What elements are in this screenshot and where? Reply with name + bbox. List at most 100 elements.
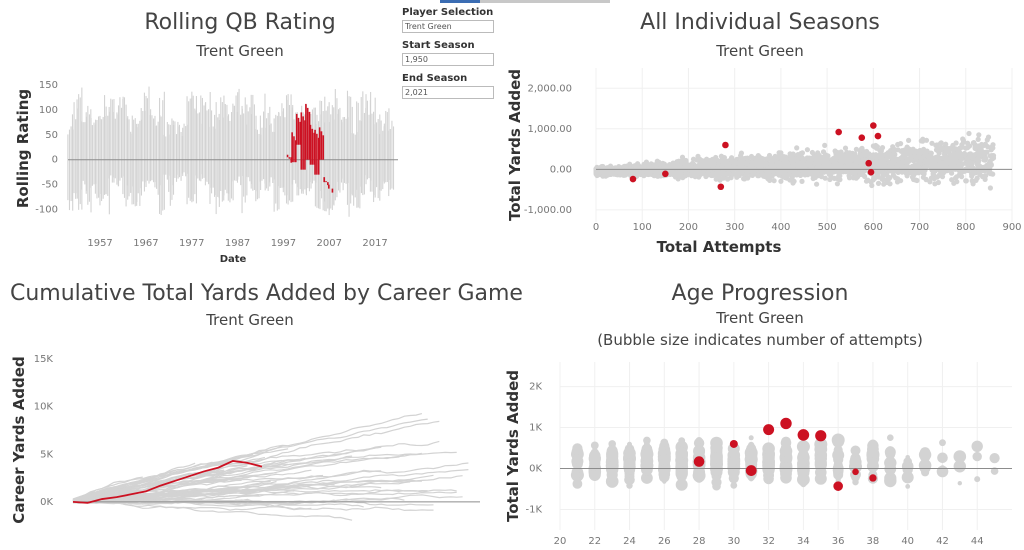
age-bubble bbox=[834, 462, 842, 469]
end-season-input[interactable]: 2,021 bbox=[402, 86, 494, 99]
age-bubble bbox=[782, 455, 790, 463]
trent-green-age-bubble bbox=[797, 429, 810, 441]
chart1-title: Rolling QB Rating bbox=[144, 10, 336, 35]
age-bubble bbox=[591, 451, 599, 459]
y-tick-label: 50 bbox=[45, 130, 58, 141]
age-bubble bbox=[609, 471, 615, 477]
age-bubble bbox=[711, 442, 722, 453]
age-bubble bbox=[887, 434, 894, 442]
age-bubble bbox=[835, 468, 841, 475]
age-bubble bbox=[832, 435, 845, 448]
age-bubble bbox=[659, 464, 670, 475]
age-bubble bbox=[730, 463, 738, 471]
filter-panel: Player Selection Trent Green Start Seaso… bbox=[402, 0, 494, 99]
x-tick-label: 2017 bbox=[362, 238, 387, 249]
top-scrollbar-thumb[interactable] bbox=[440, 0, 480, 3]
x-tick-label: 32 bbox=[762, 536, 775, 547]
age-bubble bbox=[675, 478, 688, 491]
season-point bbox=[842, 145, 849, 151]
x-tick-label: 42 bbox=[936, 536, 949, 547]
y-axis-label: Total Yards Added bbox=[504, 370, 522, 522]
trent-green-age-bubble bbox=[745, 465, 757, 476]
player-selection-label: Player Selection bbox=[402, 7, 494, 18]
start-season-input[interactable]: 1,950 bbox=[402, 53, 494, 66]
age-bubble bbox=[608, 447, 616, 455]
age-bubble bbox=[920, 452, 931, 463]
age-bubble bbox=[644, 477, 650, 482]
x-tick-label: 30 bbox=[727, 536, 740, 547]
age-bubble bbox=[748, 435, 754, 441]
age-bubble bbox=[575, 463, 580, 469]
season-point bbox=[799, 150, 806, 156]
season-point bbox=[976, 132, 982, 138]
season-point bbox=[738, 153, 744, 159]
y-axis-label: Rolling Rating bbox=[14, 89, 32, 208]
age-bubble bbox=[679, 441, 685, 447]
age-bubble bbox=[695, 437, 703, 444]
y-tick-label: -100 bbox=[35, 205, 58, 216]
age-bubble bbox=[678, 466, 685, 473]
x-tick-label: 38 bbox=[867, 536, 880, 547]
age-bubble bbox=[589, 470, 601, 481]
x-axis-label: Date bbox=[220, 254, 247, 265]
x-tick-label: 22 bbox=[588, 536, 601, 547]
player-selection-input[interactable]: Trent Green bbox=[402, 20, 494, 33]
x-tick-label: 1967 bbox=[133, 238, 158, 249]
age-bubble bbox=[677, 449, 686, 458]
age-bubble bbox=[748, 444, 754, 450]
trent-green-age-bubble bbox=[833, 481, 843, 491]
age-bubble bbox=[710, 463, 723, 476]
y-tick-label: 2K bbox=[529, 382, 542, 393]
trent-green-age-bubble bbox=[763, 424, 775, 436]
x-tick-label: 34 bbox=[797, 536, 810, 547]
trent-green-age-bubble bbox=[869, 474, 877, 482]
age-bubble bbox=[901, 471, 914, 484]
top-scrollbar[interactable] bbox=[440, 0, 610, 3]
age-bubble bbox=[885, 446, 895, 456]
age-bubble bbox=[573, 454, 582, 463]
y-tick-label: -1K bbox=[525, 505, 542, 516]
age-bubble bbox=[974, 476, 981, 483]
x-tick-label: 1977 bbox=[179, 238, 204, 249]
y-tick-label: 1K bbox=[529, 423, 542, 434]
age-bubble bbox=[867, 457, 879, 469]
age-bubble bbox=[939, 466, 946, 473]
age-bubble bbox=[937, 452, 948, 464]
age-bubble bbox=[972, 451, 982, 462]
age-bubble bbox=[679, 473, 684, 478]
age-bubble bbox=[800, 453, 807, 459]
trent-green-age-bubble bbox=[780, 417, 792, 430]
age-bubble bbox=[696, 447, 702, 453]
age-bubble bbox=[641, 463, 653, 476]
age-bubble bbox=[989, 453, 1000, 464]
age-bubble bbox=[887, 464, 894, 472]
age-bubble bbox=[730, 454, 738, 462]
age-bubble bbox=[849, 456, 862, 469]
age-bubble bbox=[626, 459, 633, 467]
y-tick-label: 0 bbox=[52, 155, 58, 166]
age-bubble bbox=[763, 473, 774, 484]
age-bubble bbox=[957, 481, 962, 486]
trent-green-age-bubble bbox=[815, 430, 827, 442]
season-point bbox=[794, 145, 800, 151]
x-tick-label: 28 bbox=[693, 536, 706, 547]
age-bubble bbox=[574, 468, 581, 475]
age-bubble bbox=[662, 479, 667, 484]
age-bubble bbox=[953, 450, 967, 463]
age-bubble bbox=[678, 459, 685, 465]
age-bubble bbox=[660, 438, 669, 447]
age-bubble bbox=[640, 448, 654, 462]
age-bubble bbox=[572, 443, 583, 454]
age-bubble bbox=[626, 452, 633, 459]
x-tick-label: 1987 bbox=[225, 238, 250, 249]
x-tick-label: 26 bbox=[658, 536, 671, 547]
y-tick-label: 150 bbox=[39, 80, 58, 91]
age-bubble bbox=[799, 478, 808, 487]
age-bubble bbox=[971, 440, 983, 452]
x-tick-label: 44 bbox=[971, 536, 984, 547]
x-tick-label: 20 bbox=[554, 536, 567, 547]
age-bubble bbox=[939, 439, 946, 447]
age-bubble bbox=[589, 457, 601, 469]
